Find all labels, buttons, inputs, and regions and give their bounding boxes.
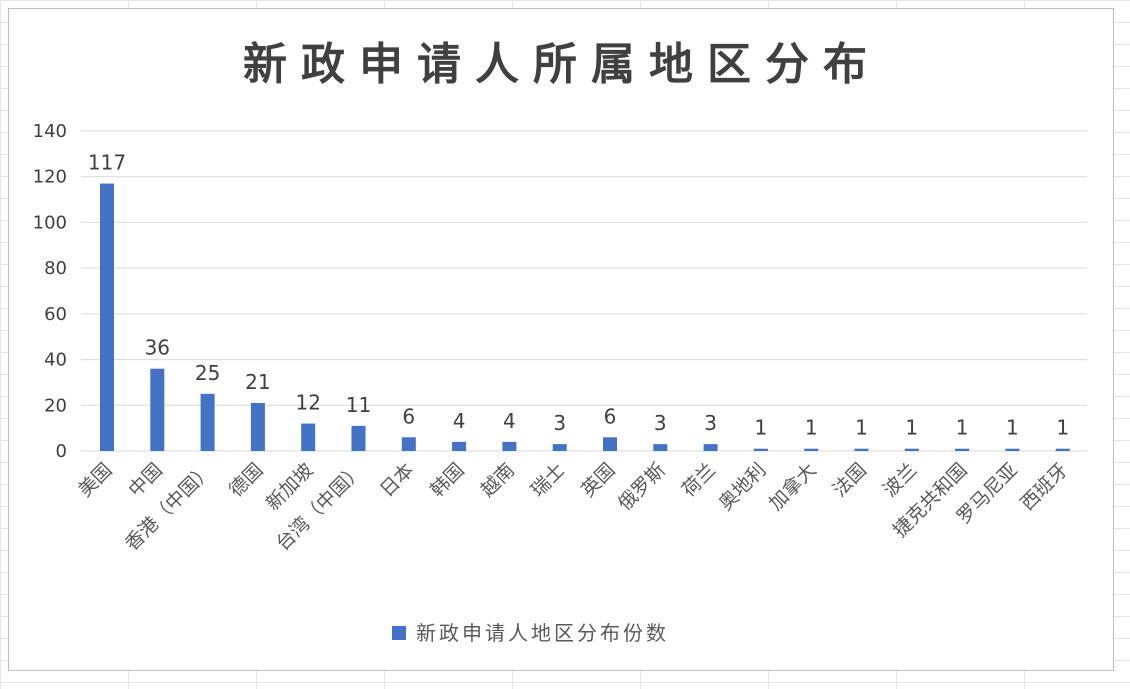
x-tick-label: 美国 [74,459,116,501]
bar [452,441,467,451]
x-tick-label: 日本 [376,459,418,501]
bar [854,448,869,451]
bar [1005,448,1020,451]
x-tick-label: 荷兰 [678,459,720,501]
x-tick-label: 波兰 [879,459,921,501]
legend-label: 新政申请人地区分布份数 [416,621,669,645]
bar [100,183,114,452]
x-tick-label: 西班牙 [1016,459,1072,515]
gridlines [81,130,1087,452]
bar [703,444,718,451]
bar [955,448,970,451]
data-label: 1 [956,416,969,440]
data-label: 3 [553,411,566,435]
bar [200,393,215,451]
legend: 新政申请人地区分布份数 [392,621,669,645]
x-tick-label: 瑞士 [527,459,569,501]
bar [552,444,567,451]
data-label: 11 [346,393,371,417]
x-tick-label: 俄罗斯 [614,459,670,515]
x-tick-label: 奥地利 [715,459,771,515]
data-label: 21 [245,370,270,394]
legend-swatch [392,626,406,640]
data-label: 1 [905,416,918,440]
data-label: 1 [805,416,818,440]
data-label: 117 [88,151,126,175]
y-axis-ticks: 0 20 40 60 80 100 120 140 [33,121,67,462]
data-label: 12 [295,391,320,415]
data-label: 3 [704,411,717,435]
x-tick-label: 英国 [577,459,619,501]
bar [150,368,165,451]
x-tick-label: 香港（中国） [121,459,217,555]
y-tick-label: 140 [33,121,67,142]
x-tick-label: 中国 [124,459,166,501]
data-label: 1 [855,416,868,440]
data-label: 25 [195,361,220,385]
x-tick-label: 法国 [829,459,871,501]
data-label: 1 [1006,416,1019,440]
y-tick-label: 60 [44,304,67,325]
bar [301,423,316,451]
bar [401,437,416,451]
y-tick-label: 120 [33,167,67,188]
bar [653,444,668,451]
x-tick-label: 台湾（中国） [272,459,368,555]
data-label: 3 [654,411,667,435]
x-tick-label: 韩国 [426,459,468,501]
y-tick-label: 0 [56,441,67,462]
bar [753,448,768,451]
data-label: 36 [145,336,170,360]
bar [804,448,819,451]
data-label: 1 [755,416,768,440]
y-tick-label: 100 [33,212,67,233]
data-label: 1 [1056,416,1069,440]
y-tick-label: 80 [44,258,67,279]
bar [904,448,919,451]
x-tick-label: 加拿大 [764,458,821,515]
chart-title: 新政申请人所属地区分布 [243,39,881,90]
bar [603,437,617,451]
bar [351,425,366,451]
x-tick-label: 越南 [476,459,518,501]
data-label: 6 [402,404,415,428]
data-label: 4 [453,409,466,433]
y-tick-label: 40 [44,350,67,371]
chart-container[interactable]: 新政申请人所属地区分布 0 20 40 60 80 100 120 140 117 36 25 21… [8,8,1114,671]
data-label: 6 [604,404,617,428]
x-tick-label: 德国 [225,459,267,501]
bar [250,403,265,451]
bar [502,441,517,451]
y-tick-label: 20 [44,395,67,416]
bars [100,183,1070,452]
bar [1055,448,1070,451]
data-label: 4 [503,409,516,433]
